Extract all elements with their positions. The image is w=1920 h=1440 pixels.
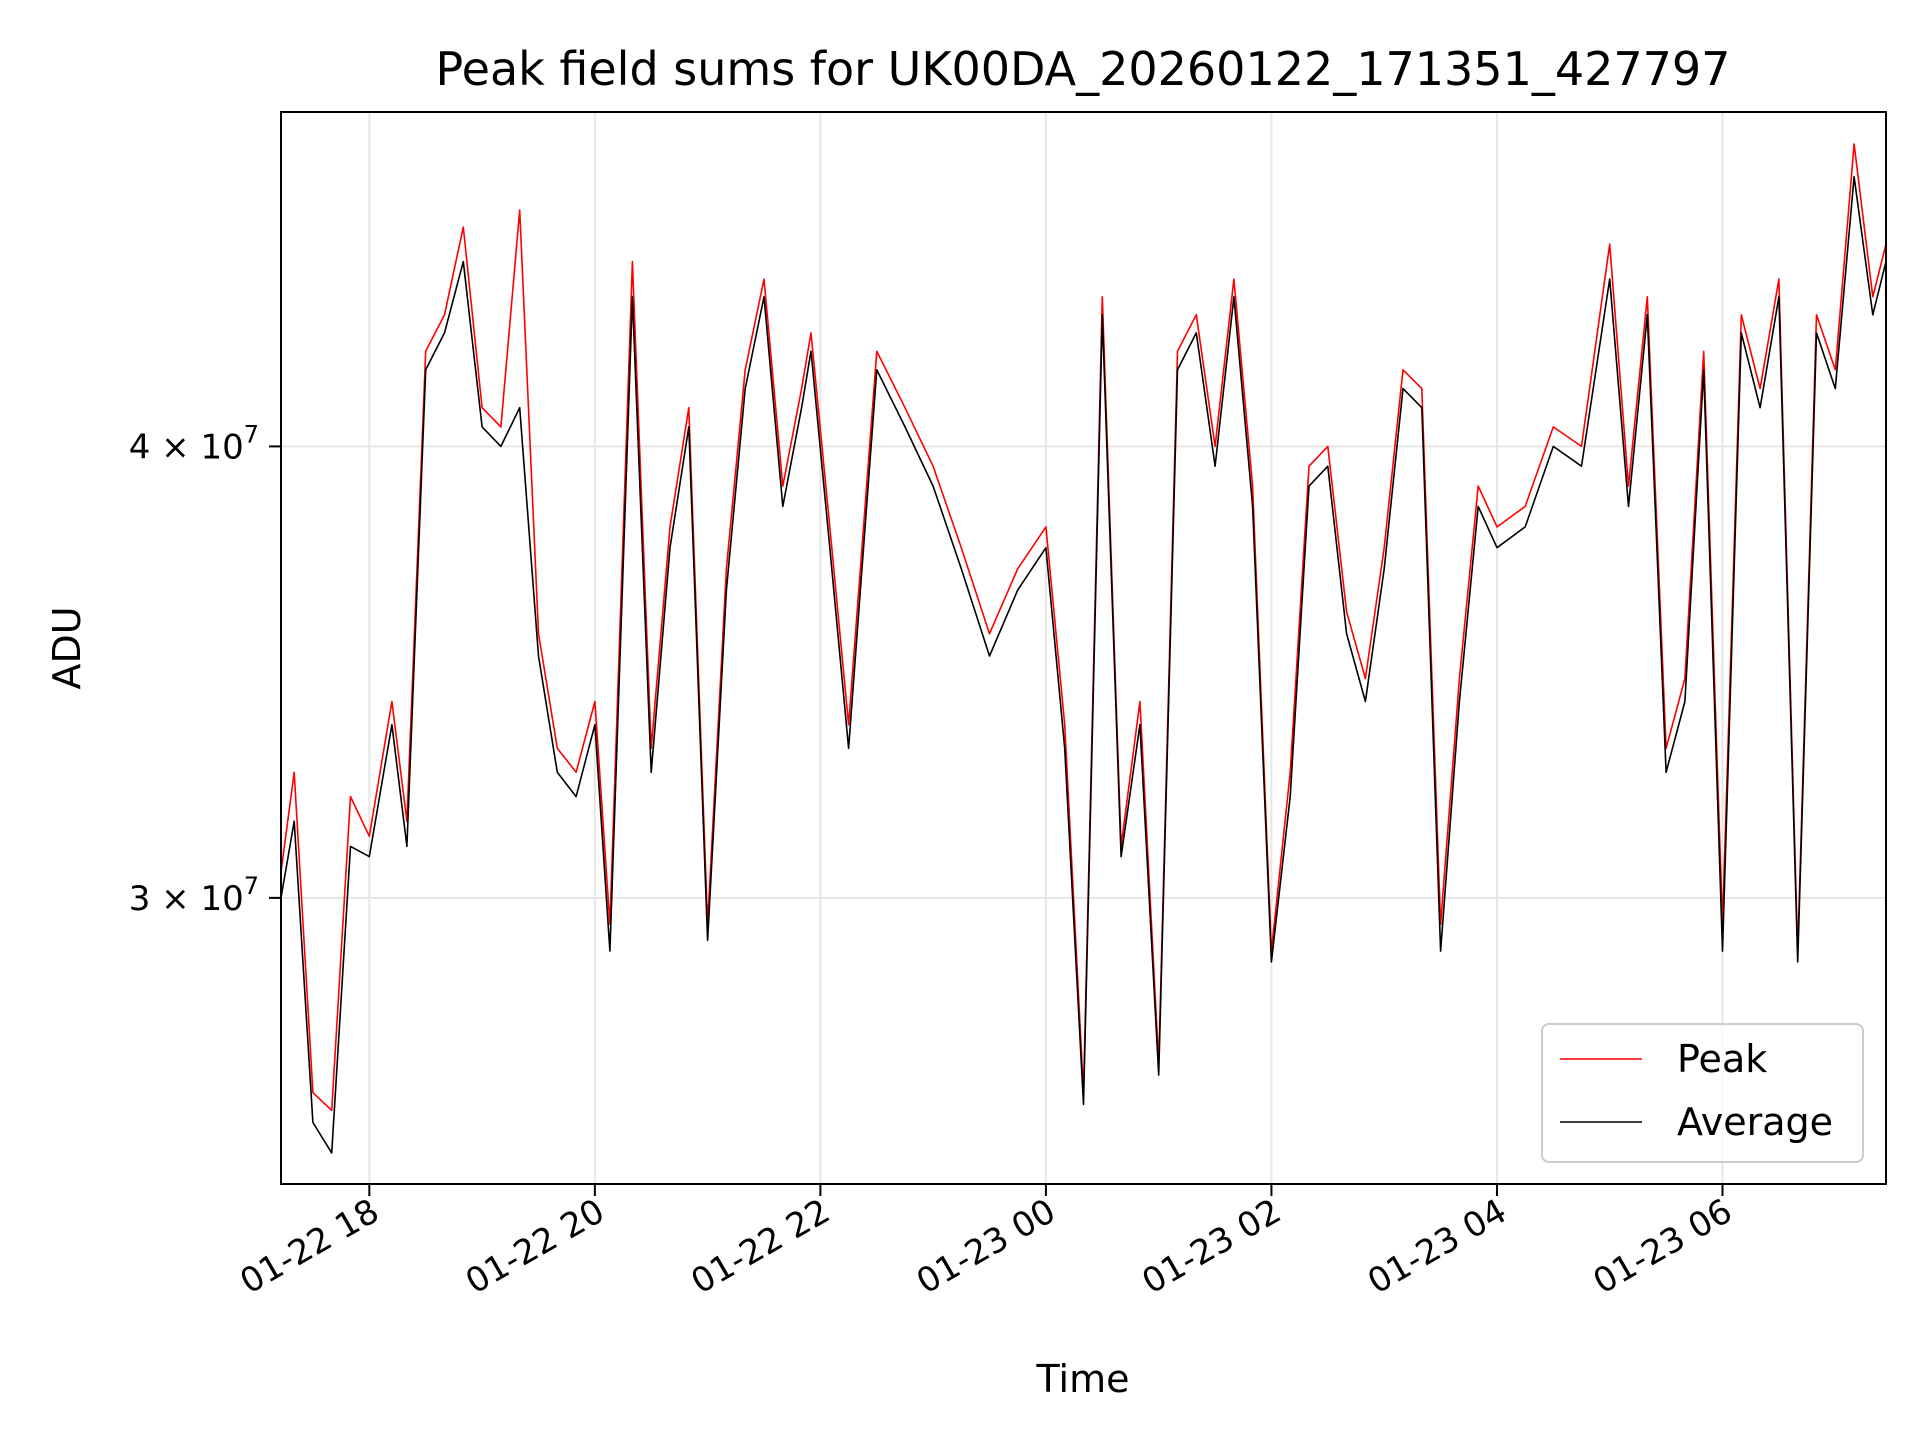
y-tick-label: 3 × 107	[129, 872, 259, 919]
legend: Peak Average	[1541, 1023, 1864, 1163]
y-tick-label: 4 × 107	[129, 420, 259, 467]
grid	[281, 112, 1886, 1184]
y-ticks: 3 × 107 4 × 107	[129, 420, 281, 919]
series-line-average	[280, 175, 1887, 1154]
chart-title: Peak field sums for UK00DA_20260122_1713…	[436, 42, 1731, 96]
legend-label-average: Average	[1677, 1100, 1833, 1144]
series-layer	[280, 143, 1887, 1154]
plot-frame	[280, 111, 1887, 1185]
x-axis-label: Time	[1036, 1357, 1130, 1401]
legend-label-peak: Peak	[1677, 1037, 1767, 1081]
y-axis-label: ADU	[45, 606, 89, 689]
